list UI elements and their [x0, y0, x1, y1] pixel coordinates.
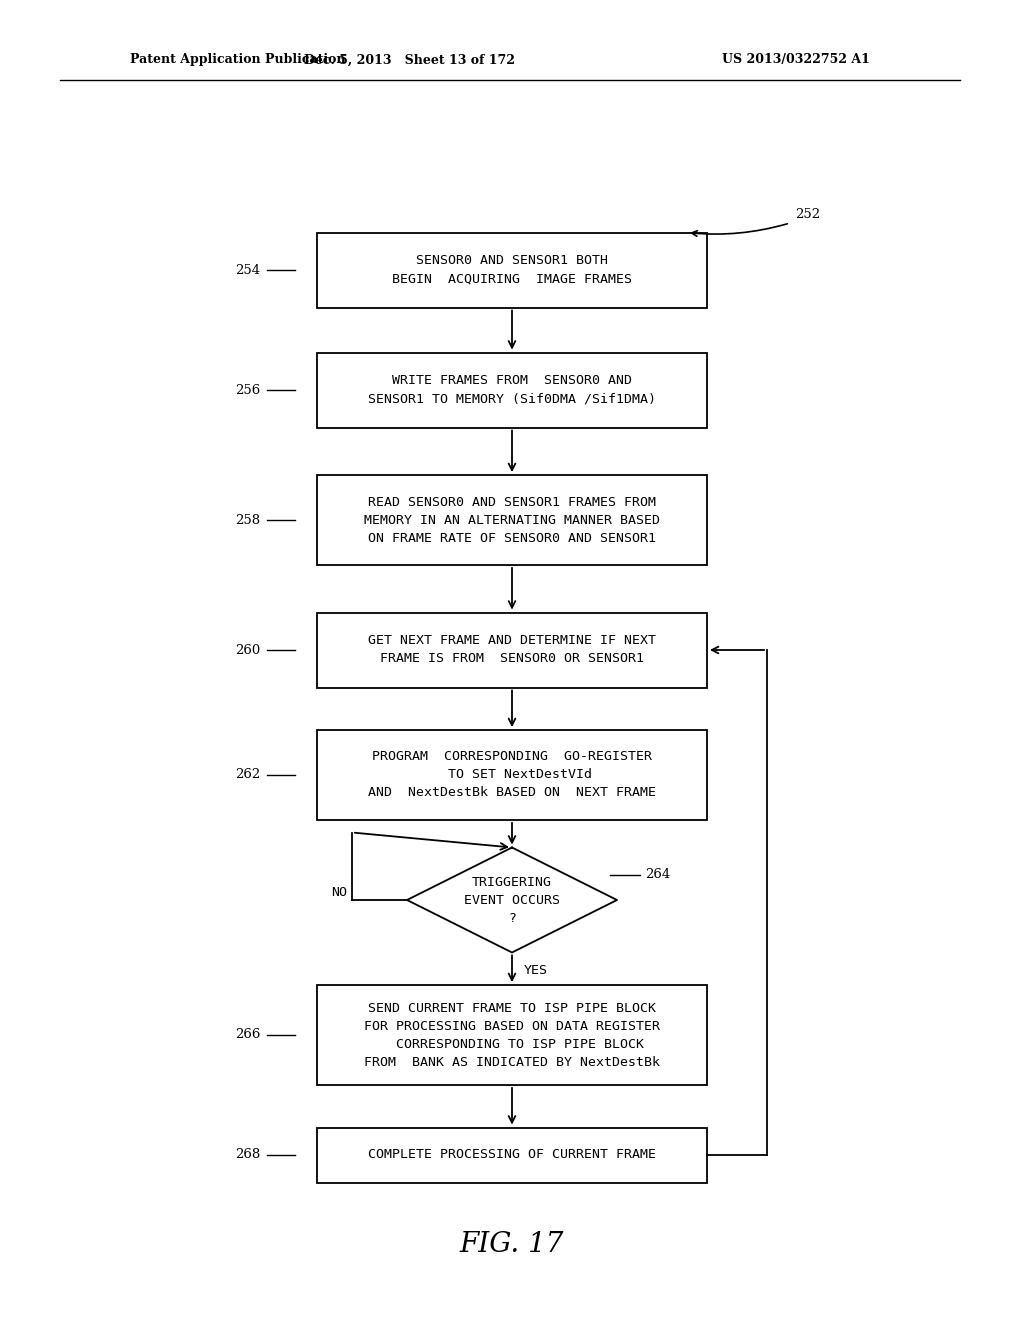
Text: 252: 252 — [795, 209, 820, 222]
Text: 260: 260 — [234, 644, 260, 656]
Bar — [317, 352, 707, 428]
Text: SENSOR0 AND SENSOR1 BOTH
BEGIN  ACQUIRING  IMAGE FRAMES: SENSOR0 AND SENSOR1 BOTH BEGIN ACQUIRING… — [392, 255, 632, 285]
Bar — [317, 475, 707, 565]
Text: YES: YES — [524, 964, 548, 977]
Text: 268: 268 — [234, 1148, 260, 1162]
Bar — [317, 232, 707, 308]
Text: 266: 266 — [234, 1028, 260, 1041]
Text: READ SENSOR0 AND SENSOR1 FRAMES FROM
MEMORY IN AN ALTERNATING MANNER BASED
ON FR: READ SENSOR0 AND SENSOR1 FRAMES FROM MEM… — [364, 495, 660, 544]
Text: SEND CURRENT FRAME TO ISP PIPE BLOCK
FOR PROCESSING BASED ON DATA REGISTER
  COR: SEND CURRENT FRAME TO ISP PIPE BLOCK FOR… — [364, 1002, 660, 1068]
Bar — [317, 985, 707, 1085]
Text: GET NEXT FRAME AND DETERMINE IF NEXT
FRAME IS FROM  SENSOR0 OR SENSOR1: GET NEXT FRAME AND DETERMINE IF NEXT FRA… — [368, 635, 656, 665]
Bar — [317, 1127, 707, 1183]
Text: Dec. 5, 2013   Sheet 13 of 172: Dec. 5, 2013 Sheet 13 of 172 — [304, 54, 515, 66]
Text: 258: 258 — [234, 513, 260, 527]
Bar — [317, 612, 707, 688]
Text: NO: NO — [331, 886, 347, 899]
Bar — [317, 730, 707, 820]
Text: US 2013/0322752 A1: US 2013/0322752 A1 — [722, 54, 870, 66]
Text: 264: 264 — [645, 869, 671, 882]
Text: 256: 256 — [234, 384, 260, 396]
Text: FIG. 17: FIG. 17 — [460, 1232, 564, 1258]
Text: WRITE FRAMES FROM  SENSOR0 AND
SENSOR1 TO MEMORY (Sif0DMA /Sif1DMA): WRITE FRAMES FROM SENSOR0 AND SENSOR1 TO… — [368, 375, 656, 405]
Text: TRIGGERING
EVENT OCCURS
?: TRIGGERING EVENT OCCURS ? — [464, 875, 560, 924]
Text: PROGRAM  CORRESPONDING  GO-REGISTER
  TO SET NextDestVId
AND  NextDestBk BASED O: PROGRAM CORRESPONDING GO-REGISTER TO SET… — [368, 751, 656, 800]
Text: Patent Application Publication: Patent Application Publication — [130, 54, 345, 66]
Text: COMPLETE PROCESSING OF CURRENT FRAME: COMPLETE PROCESSING OF CURRENT FRAME — [368, 1148, 656, 1162]
Text: 254: 254 — [234, 264, 260, 276]
Text: 262: 262 — [234, 768, 260, 781]
